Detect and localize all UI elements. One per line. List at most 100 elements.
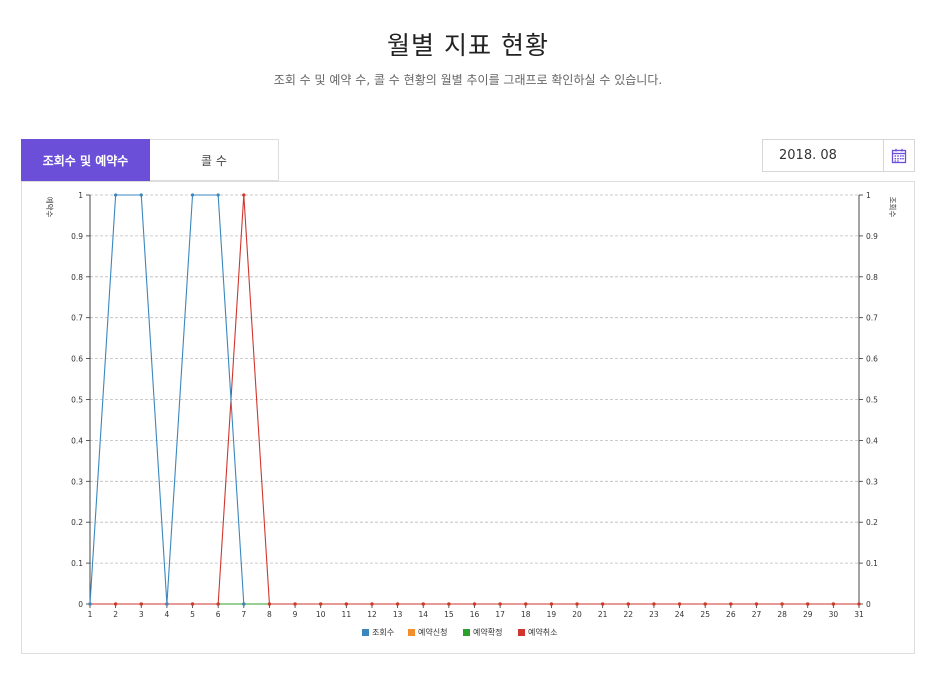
x-tick-label: 23: [649, 610, 659, 619]
x-tick-label: 17: [495, 610, 505, 619]
y-tick-label-left: 0.5: [71, 396, 83, 405]
legend-swatch: [463, 629, 470, 636]
y-tick-label-left: 0.6: [71, 355, 83, 364]
y-axis-title-left: 예약수: [45, 197, 55, 218]
data-point: [114, 193, 118, 197]
x-tick-label: 16: [470, 610, 480, 619]
y-axis-title-right: 조회수: [888, 197, 897, 218]
tab-views-and-reservations[interactable]: 조회수 및 예약수: [21, 139, 150, 181]
data-point: [114, 602, 118, 606]
y-tick-label-right: 0.1: [866, 559, 878, 568]
data-point: [575, 602, 579, 606]
legend-swatch: [408, 629, 415, 636]
y-tick-label-right: 0.7: [866, 314, 878, 323]
data-point: [703, 602, 707, 606]
y-tick-label-left: 0.1: [71, 559, 83, 568]
date-divider: [883, 140, 884, 171]
data-point: [626, 602, 630, 606]
y-tick-label-right: 0.9: [866, 232, 878, 241]
legend-label: 조회수: [372, 628, 394, 637]
y-tick-label-right: 0.5: [866, 396, 878, 405]
data-point: [190, 193, 195, 197]
data-point: [190, 602, 195, 606]
data-point: [293, 602, 297, 606]
data-point: [139, 602, 143, 606]
y-tick-label-left: 0.7: [71, 314, 83, 323]
y-tick-label-left: 0.3: [71, 477, 83, 486]
y-tick-label-left: 0.2: [71, 518, 83, 527]
x-tick-label: 6: [216, 610, 221, 619]
x-tick-label: 27: [752, 610, 762, 619]
data-point: [472, 602, 477, 606]
data-point: [806, 602, 810, 606]
data-point: [88, 602, 92, 606]
legend-swatch: [362, 629, 369, 636]
data-point: [319, 602, 323, 606]
tab-bar: 조회수 및 예약수 콜 수: [21, 139, 279, 181]
y-tick-label-left: 1: [78, 191, 83, 200]
data-point: [780, 602, 784, 606]
x-tick-label: 14: [418, 610, 428, 619]
month-picker[interactable]: 2018. 08: [762, 139, 915, 172]
x-tick-label: 20: [572, 610, 582, 619]
x-tick-label: 12: [367, 610, 377, 619]
data-point: [524, 602, 528, 606]
data-point: [242, 602, 246, 606]
page-subtitle: 조회 수 및 예약 수, 콜 수 현황의 월별 추이를 그래프로 확인하실 수 …: [273, 73, 663, 87]
x-tick-label: 11: [342, 610, 352, 619]
data-point: [549, 602, 554, 606]
data-point: [344, 602, 348, 606]
y-tick-label-right: 0.6: [866, 355, 878, 364]
data-point: [652, 602, 656, 606]
tab-calls[interactable]: 콜 수: [150, 139, 279, 181]
data-point: [857, 602, 861, 606]
x-tick-label: 24: [675, 610, 685, 619]
y-tick-label-left: 0.9: [71, 232, 83, 241]
data-point: [370, 602, 374, 606]
x-tick-label: 1: [88, 610, 93, 619]
data-point: [754, 602, 759, 606]
x-tick-label: 19: [547, 610, 557, 619]
data-point: [139, 193, 143, 197]
x-tick-label: 3: [139, 610, 144, 619]
x-tick-label: 30: [829, 610, 839, 619]
x-tick-label: 13: [393, 610, 403, 619]
x-tick-label: 26: [726, 610, 736, 619]
y-tick-label-left: 0: [78, 600, 83, 609]
data-point: [242, 193, 246, 197]
data-point: [216, 193, 220, 197]
x-tick-label: 2: [113, 610, 118, 619]
x-tick-label: 10: [316, 610, 326, 619]
x-tick-label: 25: [700, 610, 710, 619]
data-point: [601, 602, 605, 606]
x-tick-label: 22: [624, 610, 634, 619]
data-point: [165, 602, 169, 606]
data-point: [447, 602, 451, 606]
page-title: 월별 지표 현황: [387, 31, 549, 60]
x-tick-label: 15: [444, 610, 454, 619]
y-tick-label-right: 0: [866, 600, 871, 609]
legend-label: 예약신청: [418, 627, 447, 637]
y-tick-label-left: 0.4: [71, 436, 83, 445]
month-input[interactable]: 2018. 08: [779, 148, 837, 163]
chart-panel: 0 0 0.1 0.1 0.2 0.2 0.3 0.3 0.4 0.4 0.5 0.5 0.6 0.6 0.…: [21, 181, 915, 654]
x-tick-label: 8: [267, 610, 272, 619]
calendar-button[interactable]: [884, 140, 914, 171]
y-tick-label-right: 0.2: [866, 518, 878, 527]
x-tick-label: 7: [241, 610, 246, 619]
data-point: [831, 602, 835, 606]
legend-label: 예약확정: [473, 627, 502, 637]
legend-label: 예약취소: [528, 627, 557, 637]
y-tick-label-right: 0.8: [866, 273, 878, 282]
data-point: [216, 602, 220, 606]
y-tick-label-left: 0.8: [71, 273, 83, 282]
data-point: [267, 602, 272, 606]
data-point: [677, 602, 682, 606]
y-tick-label-right: 1: [866, 191, 871, 200]
legend-swatch: [518, 629, 525, 636]
data-point: [396, 602, 400, 606]
y-tick-label-right: 0.3: [866, 477, 878, 486]
data-point: [498, 602, 502, 606]
line-chart: 0 0 0.1 0.1 0.2 0.2 0.3 0.3 0.4 0.4 0.5 0.5 0.6 0.6 0.…: [45, 191, 897, 637]
x-tick-label: 18: [521, 610, 531, 619]
